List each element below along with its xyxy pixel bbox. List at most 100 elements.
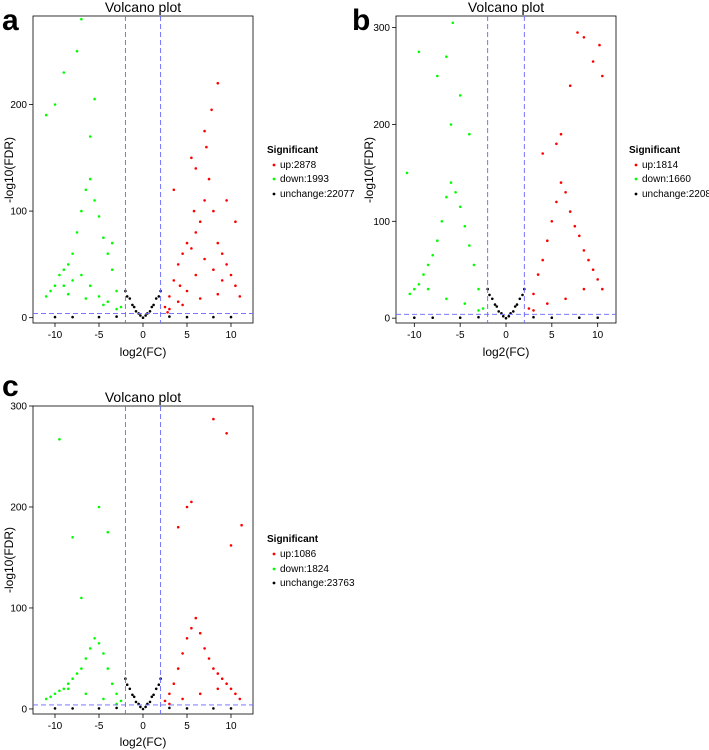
panel-a-down-point <box>115 289 118 293</box>
panel-c-unchange-point <box>212 707 215 710</box>
panel-a-title: Volcano plot <box>105 0 181 15</box>
panel-b-up-point <box>532 292 535 296</box>
panel-b-down-point <box>468 244 471 247</box>
panel-c-up-point <box>185 637 189 640</box>
panel-a-down-point <box>97 215 101 218</box>
panel-c-down-point <box>53 692 57 696</box>
panel-c-up-point <box>220 677 224 680</box>
panel-b-unchange-point <box>578 316 581 320</box>
panel-b-down-point <box>458 94 462 97</box>
panel-c-up-point <box>198 692 202 696</box>
panel-b-unchange-point <box>550 316 554 320</box>
panel-a-legend-unchange-marker <box>272 192 276 196</box>
panel-b-up-point <box>591 60 595 63</box>
panel-a-unchange-point <box>212 315 215 319</box>
panel-b-unchange-point <box>491 297 494 301</box>
panel-b-up-point <box>541 258 544 262</box>
panel-a-up-point <box>238 295 242 298</box>
panel-a-down-point <box>93 97 96 101</box>
panel-c-unchange-point <box>131 693 134 697</box>
panel-c-legend-up-label: up:1086 <box>280 549 317 560</box>
panel-a-down-point <box>106 252 110 255</box>
panel-a-down-point <box>58 273 61 277</box>
panel-b-legend-unchange-marker <box>634 192 638 196</box>
panel-b-x-tick-label: 0 <box>503 330 509 341</box>
panel-a-down-point <box>75 231 79 234</box>
panel-a-unchange-point <box>141 316 145 320</box>
panel-b-down-point <box>463 224 467 228</box>
panel-b-up-point <box>568 84 572 87</box>
panel-b-unchange-point <box>512 310 515 313</box>
panel-b-x-tick-label: 10 <box>592 330 604 341</box>
panel-c-down-point <box>80 667 83 670</box>
panel-a-up-point <box>168 307 171 311</box>
panel-b-threshold-lines <box>396 16 616 323</box>
panel-a-down-point <box>53 284 57 288</box>
panel-b-down-point <box>426 263 430 267</box>
panel-c-up-point <box>168 692 171 696</box>
panel-a-unchange-point <box>154 297 158 300</box>
panel-b-up-point <box>573 224 577 228</box>
panel-b-up-point <box>564 191 567 194</box>
panel-b-unchange-point <box>488 293 491 297</box>
panel-a-legend-unchange-label: unchange:22077 <box>280 189 355 200</box>
panel-a-down-point <box>88 177 92 181</box>
panel-b-unchange-point <box>502 314 505 318</box>
panel-a-unchange-point <box>229 315 233 319</box>
panel-b-down-point <box>445 297 448 301</box>
panel-b-down-point <box>440 220 444 223</box>
panel-c-y-tick-label: 100 <box>10 603 27 614</box>
panel-b-down-point <box>445 55 448 58</box>
panel-c-unchange-point <box>185 707 189 710</box>
panel-a-down-point <box>84 188 88 192</box>
panel-b-up-point <box>546 239 549 242</box>
panel-b-down-point <box>445 195 448 199</box>
panel-b-up-point <box>559 181 563 184</box>
panel-c-up-point <box>229 687 233 691</box>
panel-a-down-point <box>62 284 66 288</box>
panel-c-up-point <box>240 523 243 527</box>
panel-c-up-point <box>176 667 180 670</box>
panel-b-up-point <box>532 309 535 312</box>
panel-a-up-point <box>178 284 182 288</box>
panel-a-up-point <box>234 284 237 288</box>
panel-a-down-point <box>62 71 66 74</box>
panel-a-up-point <box>194 273 198 277</box>
panel-a-points <box>44 17 242 320</box>
panel-a-x-axis-label: log2(FC) <box>120 345 167 359</box>
panel-c-down-point <box>97 505 101 509</box>
panel-b-up-point <box>555 142 558 146</box>
panel-a-up-point <box>192 209 196 213</box>
panel-a-x-tick-label: -10 <box>48 330 63 341</box>
panel-a-x-tick-label: 10 <box>225 330 237 341</box>
panel-b-up-point <box>601 287 604 291</box>
panel-a-unchange-point <box>157 295 161 298</box>
panel-b-up-point <box>582 287 586 291</box>
panel-letter-a: a <box>2 4 19 37</box>
panel-b-y-tick-label: 0 <box>384 314 390 325</box>
panel-b-plot-frame <box>395 15 617 324</box>
panel-c-legend-unchange-label: unchange:23763 <box>280 578 355 589</box>
panel-a-unchange-point <box>150 305 154 309</box>
panel-c-down-point <box>102 697 105 701</box>
panel-b-legend-unchange-label: unchange:22085 <box>642 189 709 200</box>
panel-a-up-point <box>172 279 176 282</box>
panel-b-down-point <box>422 273 425 276</box>
panel-a-unchange-point <box>144 314 147 317</box>
panel-a-up-point <box>212 209 215 213</box>
panel-c-down-point <box>84 657 88 660</box>
panel-a-y-tick-label: 100 <box>10 207 27 218</box>
panel-a-unchange-point <box>97 315 101 319</box>
panel-a-down-point <box>102 236 105 239</box>
panel-a-x-tick-label: -5 <box>95 330 104 341</box>
panel-b-legend: Significant up:1814 down:1660 unchange:2… <box>629 145 709 200</box>
panel-c-y-tick-label: 0 <box>21 704 27 715</box>
panel-b-down-point <box>436 74 439 78</box>
panel-b-legend-down-marker <box>634 177 638 181</box>
panel-a-legend-down-label: down:1993 <box>280 174 329 185</box>
panel-c-up-point <box>234 692 237 696</box>
panel-letter-b: b <box>352 4 370 37</box>
panel-a-up-point <box>225 199 228 202</box>
